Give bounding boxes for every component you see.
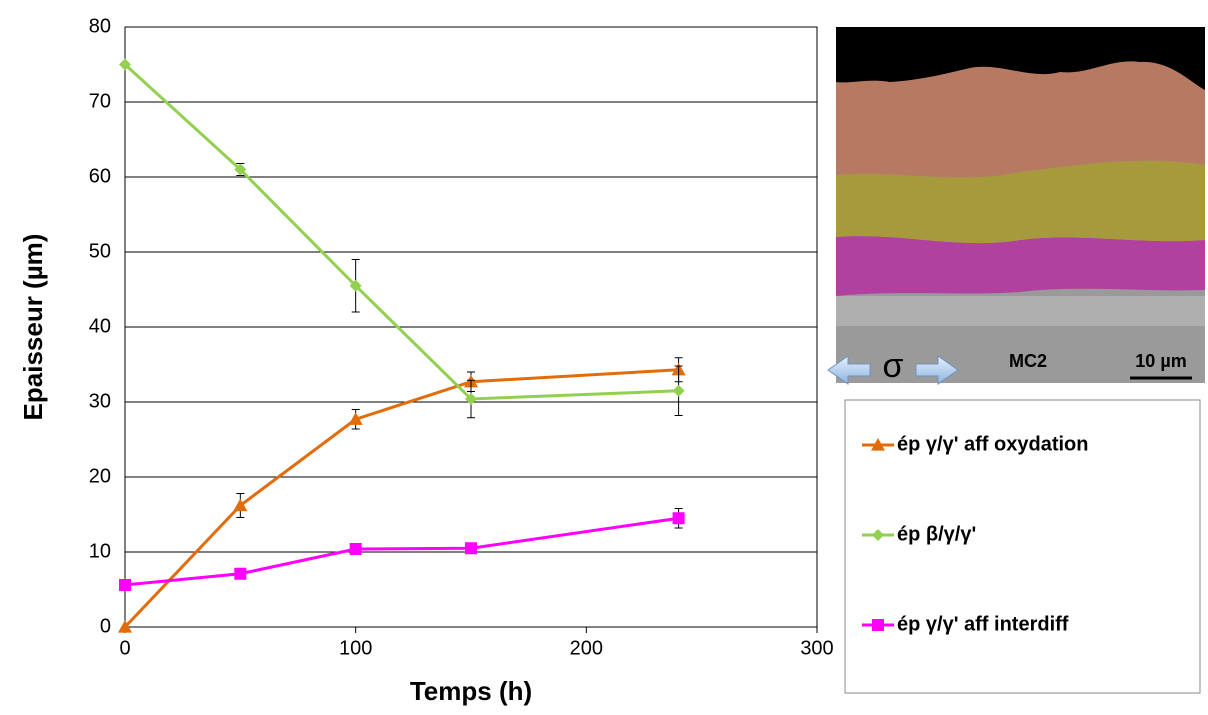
legend-label: ép γ/γ' aff interdiff xyxy=(897,613,1069,635)
y-tick-label: 60 xyxy=(89,165,111,187)
x-tick-label: 100 xyxy=(339,637,372,659)
legend-label: ép γ/γ' aff oxydation xyxy=(897,433,1088,455)
series-line xyxy=(123,63,679,401)
marker xyxy=(348,412,363,425)
y-tick-label: 80 xyxy=(89,15,111,37)
marker xyxy=(119,579,131,591)
stress-symbol: σ xyxy=(883,347,904,385)
x-tick-label: 0 xyxy=(119,637,130,659)
marker xyxy=(465,542,477,555)
y-axis-title: Epaisseur (µm) xyxy=(18,234,48,421)
y-tick-label: 20 xyxy=(89,465,111,487)
marker xyxy=(118,620,132,633)
y-tick-label: 0 xyxy=(100,615,111,637)
legend-marker xyxy=(871,438,885,451)
marker xyxy=(233,498,248,512)
alloy-label: MC2 xyxy=(1009,351,1047,371)
marker xyxy=(234,163,247,176)
marker xyxy=(465,393,477,405)
marker xyxy=(234,567,247,580)
series-line xyxy=(123,368,679,629)
micrograph xyxy=(827,27,1205,385)
x-axis-title: Temps (h) xyxy=(410,676,532,706)
legend-label: ép β/γ/γ' xyxy=(897,523,976,545)
y-tick-label: 30 xyxy=(89,390,111,412)
scale-label: 10 µm xyxy=(1135,351,1186,371)
marker xyxy=(349,279,362,292)
legend-marker xyxy=(872,619,884,631)
y-tick-label: 70 xyxy=(89,90,111,112)
legend-marker xyxy=(872,529,884,541)
plot-frame xyxy=(124,26,818,628)
y-tick-label: 10 xyxy=(89,540,111,562)
y-tick-label: 40 xyxy=(89,315,111,337)
marker xyxy=(119,58,131,71)
marker xyxy=(349,543,362,555)
marker xyxy=(672,384,685,397)
marker xyxy=(672,512,685,525)
x-tick-label: 200 xyxy=(570,637,603,659)
y-tick-label: 50 xyxy=(89,240,111,262)
legend-box xyxy=(844,399,1201,694)
x-tick-label: 300 xyxy=(800,637,833,659)
